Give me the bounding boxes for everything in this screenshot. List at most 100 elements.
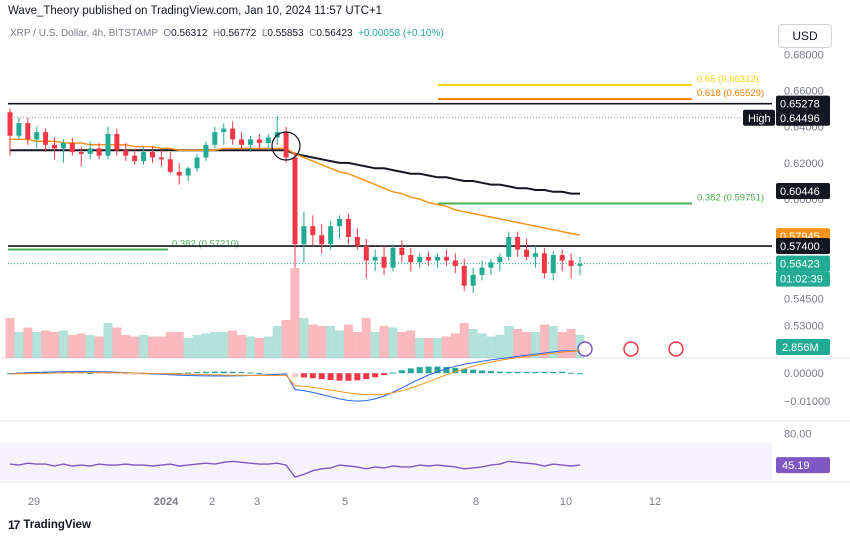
volume-bar bbox=[121, 335, 131, 358]
high-value: 0.56772 bbox=[220, 28, 257, 39]
volume-bar bbox=[433, 338, 442, 358]
macd-histogram-bar bbox=[354, 373, 361, 381]
macd-histogram-bar bbox=[381, 373, 388, 376]
candle-body bbox=[52, 144, 58, 149]
open-label: O bbox=[163, 28, 172, 39]
volume-bar bbox=[156, 336, 166, 358]
volume-bar bbox=[317, 326, 327, 358]
macd-histogram-bar bbox=[256, 373, 263, 375]
volume-bar bbox=[406, 330, 416, 358]
candle-body bbox=[550, 255, 556, 274]
candle-body bbox=[69, 143, 75, 153]
volume-bar bbox=[41, 330, 51, 358]
candle-body bbox=[212, 132, 218, 145]
macd-histogram-bar bbox=[229, 371, 236, 374]
event-flag-icon bbox=[668, 341, 684, 357]
volume-bar bbox=[67, 335, 77, 358]
volume-tag bbox=[776, 339, 830, 355]
volume-bar bbox=[557, 332, 567, 358]
candle-body bbox=[34, 132, 40, 140]
candle-body bbox=[461, 265, 467, 286]
candle-body bbox=[221, 128, 227, 133]
candle-body bbox=[7, 112, 13, 136]
candle-body bbox=[256, 139, 262, 144]
candle-body bbox=[337, 218, 343, 227]
low-label: L bbox=[261, 28, 268, 39]
volume-bar bbox=[76, 333, 86, 358]
price-tag bbox=[776, 238, 830, 255]
macd-histogram-bar bbox=[87, 372, 94, 374]
price-tag-label: 0.57400 bbox=[780, 241, 820, 253]
symbol-legend: XRP / U.S. Dollar, 4h, BITSTAMP O0.56312… bbox=[10, 28, 444, 39]
high-label: H bbox=[212, 28, 221, 39]
price-tag-prefix bbox=[743, 109, 775, 126]
price-tag-label: 0.65278 bbox=[780, 99, 820, 111]
candle-body bbox=[150, 152, 155, 158]
candle-body bbox=[16, 123, 22, 136]
macd-histogram-bar bbox=[336, 373, 343, 381]
macd-histogram-bar bbox=[292, 373, 298, 377]
price-tag bbox=[776, 109, 830, 126]
fib-level-label: 0.382 (0.57210) bbox=[172, 238, 239, 249]
volume-bar bbox=[361, 318, 371, 358]
rsi-band bbox=[0, 442, 772, 480]
tradingview-logo[interactable]: 17 TradingView bbox=[8, 518, 91, 532]
symbol-name: XRP / U.S. Dollar, 4h, BITSTAMP bbox=[10, 28, 158, 39]
macd-histogram-bar bbox=[541, 371, 548, 374]
volume-bar bbox=[32, 332, 42, 358]
price-tag bbox=[776, 95, 830, 112]
volume-bar bbox=[370, 332, 380, 358]
candle-body bbox=[390, 247, 396, 268]
candle-body bbox=[141, 152, 147, 162]
macd-histogram-bar bbox=[505, 371, 512, 374]
candle-body bbox=[532, 253, 538, 257]
macd-histogram-bar bbox=[220, 371, 227, 374]
macd-histogram-bar bbox=[425, 366, 432, 374]
rsi-value-label: 45.19 bbox=[782, 460, 810, 472]
volume-bar bbox=[450, 333, 460, 358]
price-tag-prefix-label: High bbox=[748, 113, 771, 125]
candle-body bbox=[541, 253, 547, 274]
candle-body bbox=[301, 226, 307, 245]
volume-bar bbox=[50, 332, 60, 358]
candle-body bbox=[381, 256, 387, 268]
macd-histogram-bar bbox=[185, 372, 192, 374]
volume-bar bbox=[174, 332, 184, 358]
currency-selector[interactable]: USD bbox=[778, 24, 832, 48]
volume-bar bbox=[254, 338, 264, 358]
volume-bar bbox=[112, 327, 122, 358]
volume-bar bbox=[495, 335, 505, 358]
breakdown-circle bbox=[271, 131, 301, 161]
volume-bar bbox=[441, 336, 451, 358]
macd-histogram-bar bbox=[389, 372, 396, 374]
low-value: 0.55853 bbox=[267, 28, 304, 39]
rsi-axis-tick: 80.00 bbox=[784, 428, 812, 440]
volume-bar bbox=[85, 335, 95, 358]
macd-histogram-bar bbox=[470, 369, 477, 374]
candle-body bbox=[176, 171, 182, 176]
volume-bar bbox=[139, 335, 149, 358]
volume-bar bbox=[94, 336, 104, 358]
volume-bar bbox=[513, 329, 523, 358]
macd-histogram-bar bbox=[523, 372, 530, 374]
volume-bar bbox=[504, 326, 514, 358]
candle-body bbox=[239, 139, 245, 145]
volume-bar bbox=[566, 329, 576, 358]
candle-body bbox=[328, 226, 334, 245]
volume-bar bbox=[130, 336, 140, 358]
price-tag bbox=[776, 255, 830, 272]
volume-bar bbox=[5, 318, 15, 358]
candle-body bbox=[524, 249, 530, 257]
candle-body bbox=[230, 128, 236, 140]
macd-histogram-bar bbox=[577, 373, 583, 375]
volume-bar bbox=[352, 332, 362, 358]
macd-histogram-bar bbox=[461, 368, 468, 374]
candle-body bbox=[194, 157, 200, 169]
macd-histogram-bar bbox=[416, 367, 423, 374]
candle-body bbox=[577, 264, 583, 266]
candle-body bbox=[43, 132, 49, 145]
macd-histogram-bar bbox=[274, 373, 281, 375]
volume-bar bbox=[290, 268, 300, 358]
candle-body bbox=[417, 256, 423, 263]
